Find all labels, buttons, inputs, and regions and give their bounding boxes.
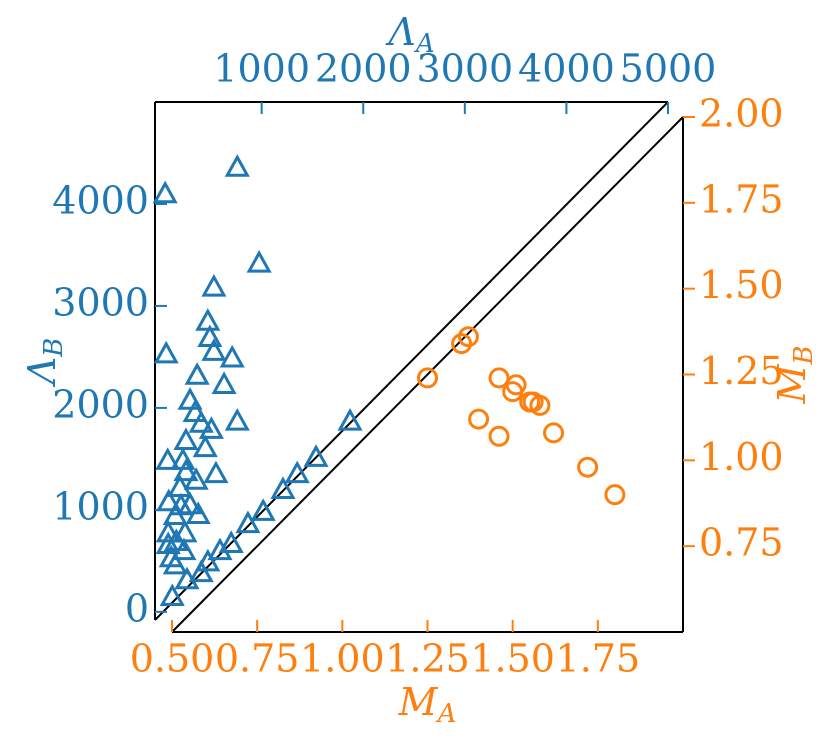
y-axis-label: ΛB (20, 338, 70, 388)
point (153, 340, 179, 364)
point (188, 410, 214, 433)
y-tick-label: 1.00 (699, 435, 784, 479)
point (577, 456, 599, 478)
x-axis-label: ΛA (385, 10, 434, 60)
point (203, 460, 229, 484)
point (184, 362, 210, 385)
y-tick-label: 4000 (52, 178, 149, 222)
point (192, 434, 218, 458)
point (162, 551, 188, 575)
point (468, 408, 490, 430)
point (173, 458, 199, 482)
point (543, 422, 565, 444)
point (224, 154, 250, 177)
point (457, 326, 479, 348)
point (207, 537, 233, 561)
point (488, 425, 510, 447)
diagonal (171, 116, 684, 633)
point (185, 501, 211, 524)
point (198, 416, 224, 439)
point (505, 374, 527, 396)
point (183, 467, 209, 490)
y-axis-label: MB (770, 345, 820, 404)
point (201, 273, 227, 297)
y-axis-label-base: M (770, 364, 814, 405)
point (195, 548, 221, 572)
point (246, 250, 272, 273)
y-axis-label-base: Λ (20, 357, 64, 387)
point (156, 488, 182, 512)
y-tick-label: 3000 (52, 280, 149, 324)
x-axis-label-base: M (398, 680, 439, 724)
point (218, 530, 244, 554)
y-tick-label: 1.75 (699, 177, 784, 221)
point (159, 583, 185, 607)
point (177, 387, 203, 410)
point (224, 408, 250, 431)
point (284, 460, 310, 484)
point (195, 308, 221, 331)
point (211, 371, 237, 394)
point (235, 510, 261, 534)
point (417, 367, 438, 389)
point (155, 447, 181, 470)
x-tick-label: 5000 (620, 47, 717, 91)
x-tick-label: 0.75 (215, 637, 300, 681)
y-tick-label: 2000 (52, 382, 149, 426)
y-tick-label: 1000 (52, 484, 149, 528)
point (177, 491, 203, 515)
x-tick-label: 1.50 (470, 637, 555, 681)
point (155, 519, 181, 543)
point (604, 484, 626, 506)
y-axis-label-sub: B (39, 338, 69, 358)
x-axis-label-base: Λ (385, 10, 415, 54)
x-tick-label: 1000 (213, 47, 310, 91)
point (337, 408, 363, 431)
x-tick-label: 1.00 (300, 637, 385, 681)
point (201, 338, 227, 361)
point (250, 498, 276, 521)
point (173, 427, 199, 451)
point (152, 180, 178, 204)
x-tick-label: 2000 (315, 47, 412, 91)
y-axis-label-sub: B (789, 345, 819, 365)
x-tick-label: 3000 (416, 47, 513, 91)
x-tick-label: 1.25 (385, 637, 470, 681)
x-tick-label: 4000 (518, 47, 615, 91)
point (171, 537, 197, 561)
diagonal (154, 101, 669, 621)
x-axis-label: MA (398, 680, 457, 730)
point (488, 367, 510, 389)
point (219, 344, 245, 368)
y-tick-label: 1.25 (699, 349, 784, 393)
point (303, 444, 329, 467)
y-tick-label: 0.75 (699, 521, 784, 565)
point (529, 394, 551, 416)
x-axis-label-sub: A (414, 29, 435, 59)
point (270, 476, 296, 499)
x-tick-label: 0.50 (130, 637, 215, 681)
point (182, 399, 208, 422)
point (188, 559, 214, 583)
point (451, 333, 473, 355)
x-tick-label: 1.75 (556, 637, 641, 681)
y-tick-label: 1.50 (699, 263, 784, 307)
y-tick-label: 0 (125, 586, 149, 630)
x-axis-label-sub: A (436, 699, 457, 729)
y-tick-label: 2.00 (699, 92, 784, 136)
